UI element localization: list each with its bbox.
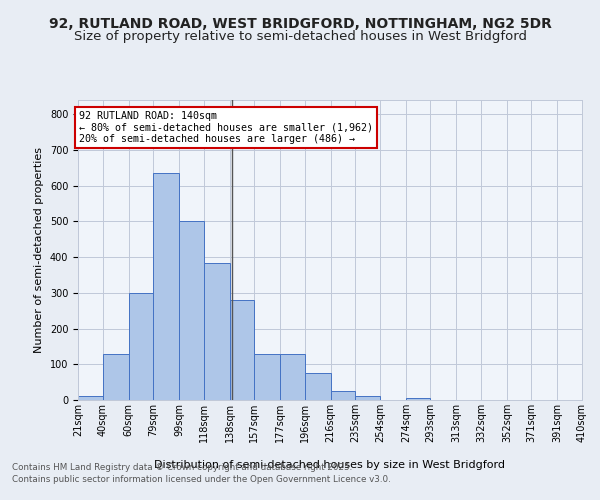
- Text: 274sqm: 274sqm: [401, 403, 411, 442]
- Text: 99sqm: 99sqm: [174, 403, 184, 436]
- Text: 254sqm: 254sqm: [375, 403, 385, 442]
- Text: 391sqm: 391sqm: [553, 403, 562, 442]
- Bar: [305, 373, 331, 400]
- Text: 79sqm: 79sqm: [148, 403, 158, 436]
- Text: Contains public sector information licensed under the Open Government Licence v3: Contains public sector information licen…: [12, 475, 391, 484]
- Bar: [179, 222, 203, 400]
- Bar: [78, 396, 103, 400]
- Bar: [331, 391, 355, 400]
- Text: 92, RUTLAND ROAD, WEST BRIDGFORD, NOTTINGHAM, NG2 5DR: 92, RUTLAND ROAD, WEST BRIDGFORD, NOTTIN…: [49, 18, 551, 32]
- Text: 332sqm: 332sqm: [476, 403, 486, 442]
- Y-axis label: Number of semi-detached properties: Number of semi-detached properties: [34, 147, 44, 353]
- Text: 92 RUTLAND ROAD: 140sqm
← 80% of semi-detached houses are smaller (1,962)
20% of: 92 RUTLAND ROAD: 140sqm ← 80% of semi-de…: [79, 110, 373, 144]
- Text: 138sqm: 138sqm: [224, 403, 235, 442]
- Bar: [280, 354, 305, 400]
- Text: 21sqm: 21sqm: [73, 403, 83, 436]
- Text: 235sqm: 235sqm: [350, 403, 360, 442]
- Bar: [128, 293, 153, 400]
- Text: 371sqm: 371sqm: [526, 403, 536, 442]
- Text: 177sqm: 177sqm: [275, 403, 285, 442]
- X-axis label: Distribution of semi-detached houses by size in West Bridgford: Distribution of semi-detached houses by …: [155, 460, 505, 470]
- Bar: [153, 173, 179, 400]
- Bar: [355, 396, 380, 400]
- Text: 352sqm: 352sqm: [502, 403, 512, 442]
- Text: 313sqm: 313sqm: [451, 403, 461, 442]
- Text: 293sqm: 293sqm: [425, 403, 436, 442]
- Text: 216sqm: 216sqm: [326, 403, 335, 442]
- Text: Contains HM Land Registry data © Crown copyright and database right 2025.: Contains HM Land Registry data © Crown c…: [12, 462, 352, 471]
- Text: 60sqm: 60sqm: [124, 403, 134, 436]
- Text: 196sqm: 196sqm: [300, 403, 310, 442]
- Bar: [103, 354, 128, 400]
- Bar: [203, 262, 230, 400]
- Text: Size of property relative to semi-detached houses in West Bridgford: Size of property relative to semi-detach…: [74, 30, 527, 43]
- Text: 410sqm: 410sqm: [577, 403, 587, 442]
- Bar: [254, 354, 280, 400]
- Text: 40sqm: 40sqm: [98, 403, 107, 436]
- Text: 118sqm: 118sqm: [199, 403, 209, 442]
- Text: 157sqm: 157sqm: [249, 403, 259, 442]
- Bar: [230, 300, 254, 400]
- Bar: [406, 398, 430, 400]
